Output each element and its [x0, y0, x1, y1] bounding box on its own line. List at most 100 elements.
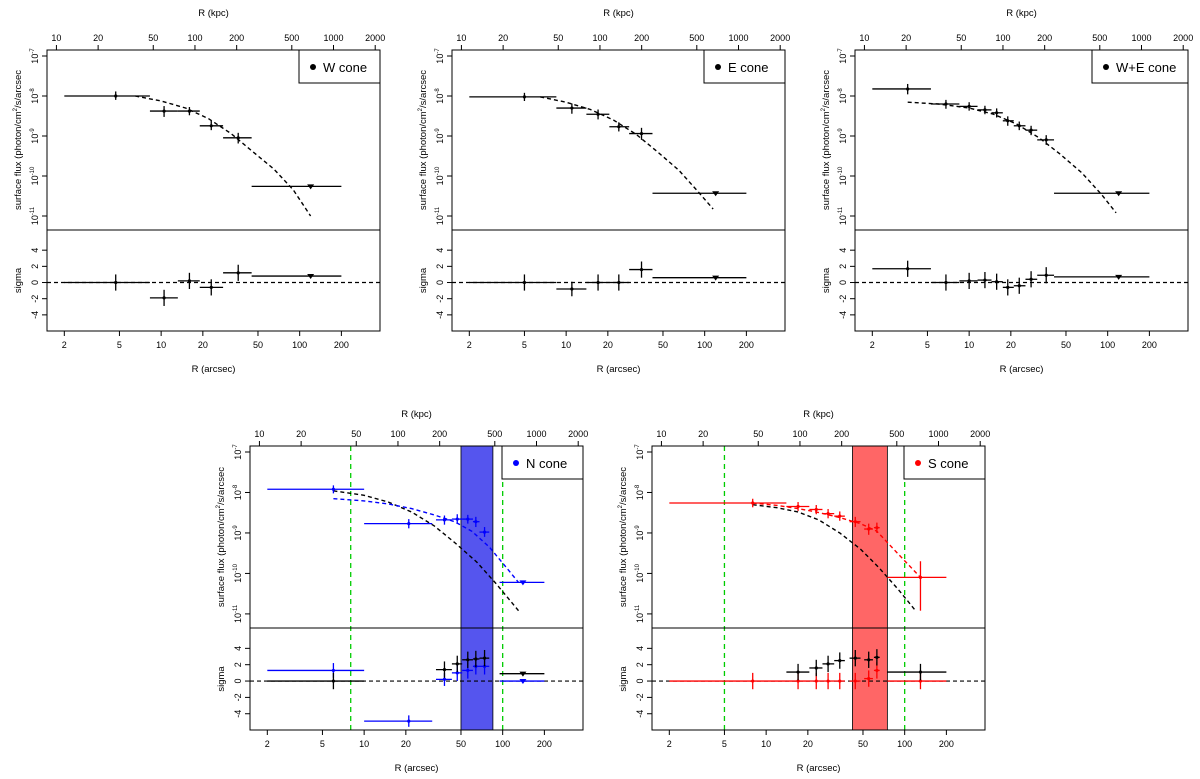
flux-point-upper-limit — [307, 184, 315, 190]
legend-marker — [513, 460, 519, 466]
flux-tick-label: 10-11 — [30, 206, 40, 225]
residual-point-marker — [826, 662, 830, 666]
residual-point-marker — [209, 285, 213, 289]
sigma-axis-title: sigma — [13, 267, 24, 293]
top-tick-label: 10 — [656, 429, 666, 439]
x-tick-label: 2 — [870, 340, 875, 350]
flux-point-marker — [474, 520, 478, 524]
top-tick-label: 200 — [229, 33, 244, 43]
flux-tick-label: 10-9 — [435, 128, 445, 144]
top-tick-label: 20 — [698, 429, 708, 439]
x-tick-label: 50 — [858, 739, 868, 749]
x-tick-label: 100 — [292, 340, 307, 350]
top-tick-label: 1000 — [728, 33, 748, 43]
flux-point-marker — [814, 507, 818, 512]
residual-point-marker — [867, 658, 871, 662]
x-tick-label: 100 — [1100, 340, 1115, 350]
residual-point-upper-limit — [1115, 274, 1123, 280]
legend: E cone — [703, 49, 786, 84]
residual-point-marker — [455, 662, 459, 666]
top-tick-label: 100 — [792, 429, 807, 439]
top-tick-label: 50 — [956, 33, 966, 43]
flux-axis-title: surface flux (photon/cm2/s/arcsec — [418, 70, 429, 210]
top-tick-label: 20 — [901, 33, 911, 43]
legend: W+E cone — [1091, 49, 1189, 84]
flux-point-marker — [906, 87, 910, 91]
sigma-tick-label: 2 — [635, 662, 645, 667]
x-tick-label: 20 — [603, 340, 613, 350]
residual-point-marker — [236, 271, 240, 275]
residual-point-marker — [826, 679, 830, 683]
x-axis-title: R (arcsec) — [797, 763, 841, 774]
residual-point-marker — [944, 280, 948, 285]
flux-tick-label: 10-11 — [635, 604, 645, 623]
flux-point-upper-limit — [519, 580, 527, 586]
top-tick-label: 500 — [284, 33, 299, 43]
x-axis-title: R (arcsec) — [1000, 364, 1044, 375]
residual-point-marker — [838, 679, 842, 683]
residual-point-marker — [796, 670, 800, 674]
top-axis-title: R (kpc) — [603, 8, 634, 19]
sigma-axis-title: sigma — [418, 267, 429, 293]
top-tick-label: 20 — [93, 33, 103, 43]
sigma-tick-label: -2 — [838, 295, 848, 303]
sigma-axis-title: sigma — [821, 267, 832, 293]
x-tick-label: 5 — [117, 340, 122, 350]
flux-tick-label: 10-8 — [233, 484, 243, 500]
legend-marker — [915, 460, 921, 466]
sigma-tick-label: 0 — [435, 280, 445, 285]
top-tick-label: 100 — [995, 33, 1010, 43]
sigma-tick-label: 0 — [233, 679, 243, 684]
flux-point-marker — [1044, 138, 1048, 142]
top-tick-label: 10 — [456, 33, 466, 43]
x-tick-label: 20 — [1006, 340, 1016, 350]
x-tick-label: 2 — [62, 340, 67, 350]
sigma-tick-label: 0 — [30, 280, 40, 285]
top-tick-label: 200 — [634, 33, 649, 43]
x-tick-label: 2 — [265, 739, 270, 749]
plot-frame — [46, 49, 381, 332]
residual-point-upper-limit — [307, 274, 315, 280]
x-tick-label: 2 — [467, 340, 472, 350]
flux-point-marker — [522, 95, 527, 99]
x-tick-label: 2 — [667, 739, 672, 749]
flux-tick-label: 10-10 — [233, 563, 243, 582]
flux-point-marker — [826, 512, 830, 516]
flux-point-marker — [466, 517, 470, 521]
top-tick-label: 50 — [351, 429, 361, 439]
flux-tick-label: 10-8 — [635, 484, 645, 500]
x-axis-title: R (arcsec) — [192, 364, 236, 375]
sigma-tick-label: 0 — [838, 280, 848, 285]
model-curve-1 — [752, 502, 922, 578]
top-tick-label: 2000 — [568, 429, 588, 439]
legend-label: N cone — [526, 456, 567, 471]
residual-point-marker — [1029, 277, 1033, 281]
flux-point-upper-limit — [712, 191, 720, 197]
sigma-tick-label: -2 — [30, 295, 40, 303]
flux-point-marker — [482, 530, 487, 534]
flux-tick-label: 10-7 — [233, 444, 243, 460]
top-tick-label: 50 — [148, 33, 158, 43]
top-tick-label: 500 — [487, 429, 502, 439]
flux-point-marker — [407, 522, 411, 526]
residual-point-marker — [983, 278, 987, 282]
residual-point-marker — [455, 671, 459, 675]
flux-tick-label: 10-9 — [30, 128, 40, 144]
top-tick-label: 1000 — [323, 33, 343, 43]
x-tick-label: 5 — [522, 340, 527, 350]
residual-point-marker — [162, 296, 166, 300]
flux-axis-title: surface flux (photon/cm2/s/arcsec — [821, 70, 832, 210]
flux-tick-label: 10-7 — [435, 48, 445, 64]
legend-label: W cone — [323, 60, 367, 75]
flux-tick-label: 10-7 — [30, 48, 40, 64]
model-curve-0 — [752, 504, 917, 612]
flux-axis-title: surface flux (photon/cm2/s/arcsec — [216, 467, 227, 607]
flux-point-marker — [639, 131, 644, 136]
residual-point-marker — [814, 679, 818, 683]
top-tick-label: 200 — [432, 429, 447, 439]
flux-point-marker — [918, 575, 923, 579]
x-tick-label: 200 — [334, 340, 349, 350]
sigma-tick-label: 2 — [30, 264, 40, 269]
